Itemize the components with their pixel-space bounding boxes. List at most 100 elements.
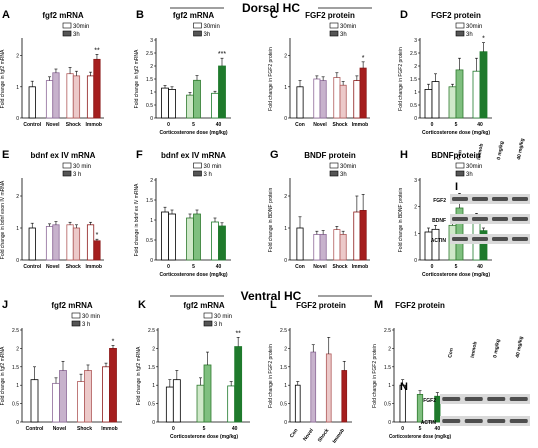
legend-swatch <box>455 170 465 177</box>
x-axis-label: Corticosterone dose (mg/kg) <box>170 434 238 440</box>
legend-swatch <box>193 162 202 169</box>
bar <box>339 84 347 119</box>
legend-swatch <box>455 30 465 37</box>
bar <box>45 80 54 119</box>
chart-title: FGF2 protein <box>431 11 481 20</box>
panel-letter: J <box>2 299 8 311</box>
blot-band <box>487 397 506 401</box>
bar <box>294 384 301 423</box>
chart-title: FGF2 protein <box>395 301 445 310</box>
legend-label: 3h <box>466 172 473 178</box>
bar <box>86 224 95 261</box>
significance-marker: * <box>362 55 365 62</box>
x-tick-label: 5 <box>455 122 458 128</box>
chart-c: C FGF2 protein 0 1 2 Fold change in FGF2 prot… <box>268 9 370 128</box>
panel-letter: N <box>400 381 408 393</box>
panel-letter: C <box>270 9 278 21</box>
bar <box>161 211 169 261</box>
y-axis-label: Fold change in BDNF protein <box>398 188 404 253</box>
chart-title: BDNFprotein <box>431 151 480 160</box>
bar <box>93 58 101 119</box>
section-title-dorsal: Dorsal HC <box>242 1 300 15</box>
x-axis-label: Corticosterone dose (mg/kg) <box>159 130 227 136</box>
legend-swatch <box>193 170 202 177</box>
y-tick-label: 0 <box>414 116 417 122</box>
x-tick-label: Shock <box>332 122 347 128</box>
y-tick-label: 2 <box>150 64 153 70</box>
y-tick-label: 1 <box>16 226 19 232</box>
x-tick-label: 40 <box>435 426 441 432</box>
bar <box>72 227 81 261</box>
legend-label: 30min <box>73 24 89 30</box>
bar <box>424 89 433 119</box>
y-tick-label: 2 <box>16 194 19 200</box>
bar <box>193 79 201 119</box>
y-tick-label: 1 <box>414 90 417 96</box>
bar <box>52 72 60 119</box>
chart-title: BNDF protein <box>304 151 356 160</box>
panel-letter: I <box>455 181 458 193</box>
x-tick-label: Novel <box>302 427 315 442</box>
bar <box>59 370 67 423</box>
chart-title: bdnf ex IV mRNA <box>31 151 96 160</box>
bar <box>359 67 367 119</box>
x-tick-label: Immob <box>352 122 368 128</box>
panel-letter: M <box>374 299 383 311</box>
y-tick-label: 0 <box>388 420 391 426</box>
y-tick-label: 1 <box>388 383 391 389</box>
bar <box>227 385 236 423</box>
blot-band <box>452 197 468 201</box>
blot-band <box>509 397 528 401</box>
blots-layer: I Con Immob 0 mg/kg 40 mg/kg FGF2 BDNF ACTIN N Co… <box>400 138 530 426</box>
legend-label: 3h <box>466 32 473 38</box>
y-axis-label: Fold change in FGF2 protein <box>398 47 404 111</box>
bar <box>431 81 440 119</box>
x-tick-label: Immob <box>86 122 102 128</box>
blot-band <box>464 419 483 423</box>
x-tick-label: 0 <box>431 264 434 270</box>
x-tick-label: 40 <box>216 122 222 128</box>
y-tick-label: 1 <box>284 383 287 389</box>
blot-band <box>472 237 488 241</box>
western-blot-n: N Con Immob 0 mg/kg 40 mg/kg FGF2 ACTIN <box>400 336 530 426</box>
significance-marker: ** <box>235 330 241 337</box>
panel-letter: G <box>270 149 279 161</box>
y-tick-label: 0.5 <box>280 402 287 408</box>
x-tick-label: Novel <box>46 264 60 270</box>
legend-label: 30 min <box>73 164 91 170</box>
y-tick-label: 1 <box>284 85 287 91</box>
x-tick-label: 5 <box>419 426 422 432</box>
y-tick-label: 1 <box>16 383 19 389</box>
bar <box>165 386 174 423</box>
panel-letter: L <box>270 299 277 311</box>
y-tick-label: 0.5 <box>384 402 391 408</box>
panel-letter: B <box>136 9 144 21</box>
bar <box>313 233 321 261</box>
significance-marker: * <box>482 36 485 43</box>
blot-band <box>442 397 461 401</box>
bar <box>66 73 74 119</box>
y-axis-label: Fold change in bdnf ex IV mRNA <box>134 183 140 256</box>
x-tick-label: 0 <box>401 426 404 432</box>
bar <box>353 80 361 119</box>
x-tick-label: 40 <box>477 264 483 270</box>
blot-band <box>464 397 483 401</box>
chart-title: FGF2 protein <box>305 11 355 20</box>
y-tick-label: 2 <box>388 346 391 352</box>
chart-h: H BDNFprotein 0 1 2 3 Fold change in BDNF prot… <box>398 149 492 278</box>
chart-l: L FGF2 protein 0 0.5 1 1.5 2 2.5 Fold change in … <box>268 299 352 445</box>
x-tick-label: 5 <box>203 426 206 432</box>
bar <box>72 75 81 119</box>
legend-swatch <box>193 30 202 37</box>
section-title-ventral: Ventral HC <box>241 289 302 303</box>
legend-label: 30min <box>340 24 356 30</box>
y-tick-label: 1.5 <box>280 365 287 371</box>
bar <box>84 370 92 423</box>
bar <box>325 353 332 423</box>
legend-swatch <box>62 170 72 177</box>
